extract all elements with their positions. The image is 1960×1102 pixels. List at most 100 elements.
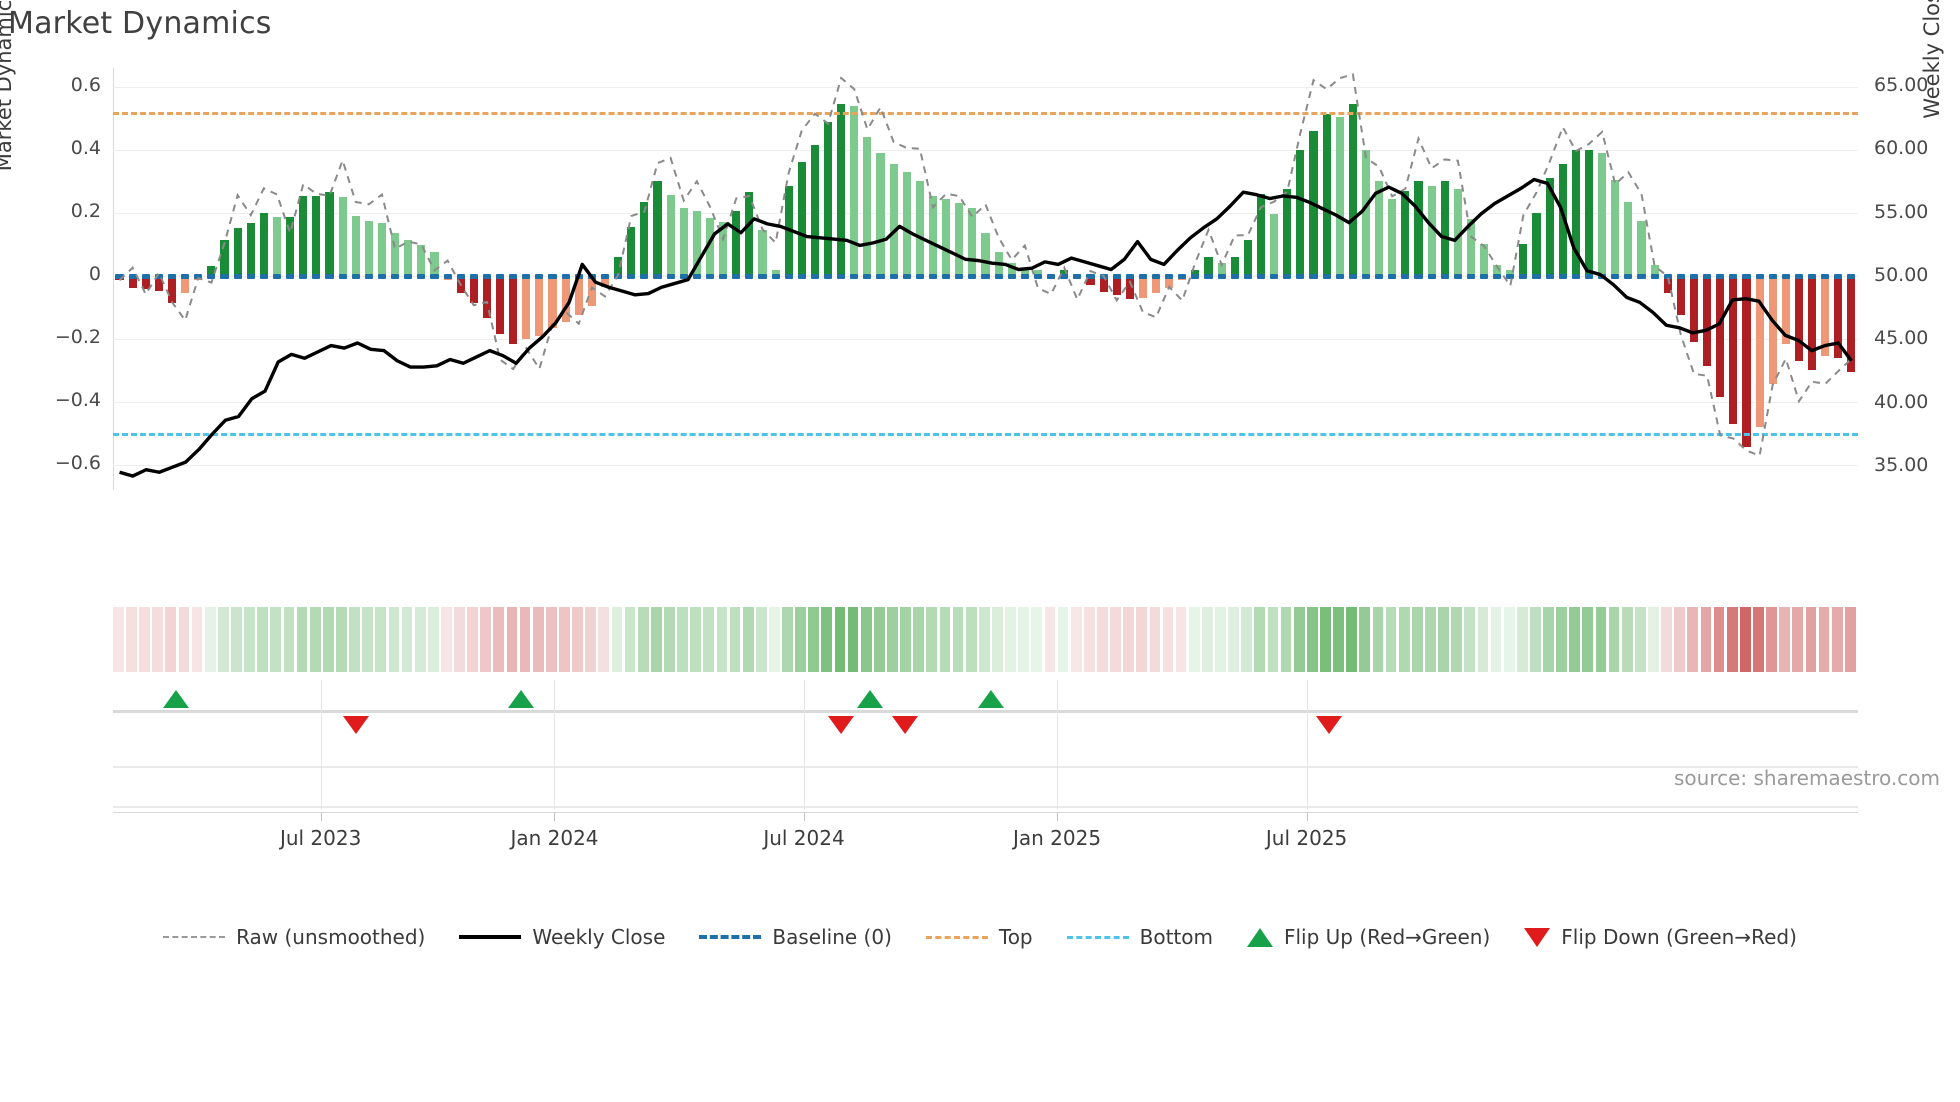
heatmap-cell xyxy=(1306,607,1318,672)
bar xyxy=(1151,275,1161,294)
heatmap-cell xyxy=(965,607,977,672)
baseline-segment xyxy=(1768,273,1777,279)
legend-item[interactable]: Flip Up (Red→Green) xyxy=(1246,925,1490,949)
heatmap-cell xyxy=(1241,607,1253,672)
baseline-segment xyxy=(1794,273,1804,279)
heatmap-cell xyxy=(1477,607,1489,672)
bar xyxy=(1348,104,1357,276)
legend-item[interactable]: Baseline (0) xyxy=(699,925,892,949)
baseline-segment xyxy=(850,273,859,279)
heatmap-cell xyxy=(913,607,925,672)
baseline-segment xyxy=(1519,273,1528,279)
bar xyxy=(141,275,150,290)
legend-item[interactable]: Raw (unsmoothed) xyxy=(163,925,425,949)
bar xyxy=(850,105,859,276)
y-axis-right-tick-label: 45.00 xyxy=(1874,327,1929,350)
heatmap-cell xyxy=(191,607,203,672)
heatmap-cell xyxy=(716,607,728,672)
heatmap-cell xyxy=(1621,607,1633,672)
heatmap-cell xyxy=(113,607,124,672)
legend-item[interactable]: Weekly Close xyxy=(459,925,665,949)
baseline-segment xyxy=(1283,273,1292,279)
baseline-segment xyxy=(548,273,557,279)
bar xyxy=(1414,181,1423,276)
baseline-segment xyxy=(1611,273,1620,279)
heatmap-cell xyxy=(1648,607,1659,672)
heatmap-cell xyxy=(1136,607,1148,672)
baseline-segment xyxy=(889,273,898,279)
bar xyxy=(955,203,964,276)
baseline-segment xyxy=(338,273,347,279)
baseline-segment xyxy=(1217,273,1226,279)
heatmap-cell xyxy=(808,607,820,672)
heatmap-cell xyxy=(1411,607,1423,672)
legend-label: Weekly Close xyxy=(532,925,666,949)
baseline-segment xyxy=(1060,273,1069,279)
x-gridline xyxy=(554,680,556,810)
bar xyxy=(1322,113,1331,276)
dashed-orange-line-icon xyxy=(925,935,988,939)
heatmap-cell xyxy=(677,607,688,672)
legend-item[interactable]: Bottom xyxy=(1066,925,1213,949)
baseline-segment xyxy=(443,273,452,279)
bar xyxy=(1204,256,1213,276)
heatmap-cell xyxy=(1516,607,1528,672)
baseline-segment xyxy=(758,273,767,279)
flip-up-marker xyxy=(162,690,189,708)
heatmap-cell xyxy=(126,607,137,672)
heatmap-cell xyxy=(1792,607,1804,672)
heatmap-cell xyxy=(1831,607,1843,672)
heatmap-cell xyxy=(637,607,649,672)
bar xyxy=(181,275,190,294)
baseline-segment xyxy=(745,273,754,279)
heatmap-cell xyxy=(519,607,531,672)
y-axis-right-tick-label: 40.00 xyxy=(1874,390,1929,413)
heatmap-cell xyxy=(978,607,990,672)
bar xyxy=(482,275,491,319)
baseline-segment xyxy=(391,273,400,279)
heatmap-cell xyxy=(887,607,898,672)
x-axis-tick-label: Jul 2023 xyxy=(279,826,362,850)
legend-label: Bottom xyxy=(1139,925,1213,949)
baseline-segment xyxy=(115,273,124,279)
baseline-segment xyxy=(495,273,505,279)
dashed-blue-line-icon xyxy=(699,935,762,939)
bar xyxy=(286,217,295,276)
baseline-segment xyxy=(1703,273,1712,279)
baseline-segment xyxy=(312,273,321,279)
heatmap-cell xyxy=(900,607,911,672)
heatmap-cell xyxy=(1175,607,1187,672)
heatmap-cell xyxy=(414,607,426,672)
flip-grid-rule xyxy=(113,806,1858,808)
y-axis-left-tick-label: −0.4 xyxy=(54,388,101,411)
baseline-segment xyxy=(299,273,308,279)
bar xyxy=(653,181,662,276)
heatmap-cell xyxy=(388,607,400,672)
heatmap-cell xyxy=(493,607,505,672)
baseline-segment xyxy=(1335,273,1344,279)
heatmap-cell xyxy=(834,607,846,672)
baseline-segment xyxy=(141,273,150,279)
legend-item[interactable]: Flip Down (Green→Red) xyxy=(1524,925,1797,949)
baseline-segment xyxy=(1781,273,1790,279)
bar xyxy=(246,222,255,276)
baseline-segment xyxy=(181,273,190,279)
bar xyxy=(1794,275,1804,361)
bar xyxy=(823,121,833,276)
legend-item[interactable]: Top xyxy=(925,925,1033,949)
bar xyxy=(1256,193,1266,276)
heatmap-cell xyxy=(1162,607,1174,672)
heatmap-cell xyxy=(939,607,951,672)
flip-down-marker xyxy=(892,716,919,734)
baseline-segment xyxy=(810,273,819,279)
heatmap-cell xyxy=(1083,607,1095,672)
baseline-segment xyxy=(1020,273,1029,279)
heatmap-cell xyxy=(755,607,767,672)
baseline-segment xyxy=(351,273,360,279)
baseline-segment xyxy=(955,273,964,279)
gridline xyxy=(113,338,1858,340)
bar xyxy=(1493,264,1502,276)
heatmap-cell xyxy=(1372,607,1384,672)
baseline-segment xyxy=(1558,273,1567,279)
heatmap-cell xyxy=(821,607,833,672)
